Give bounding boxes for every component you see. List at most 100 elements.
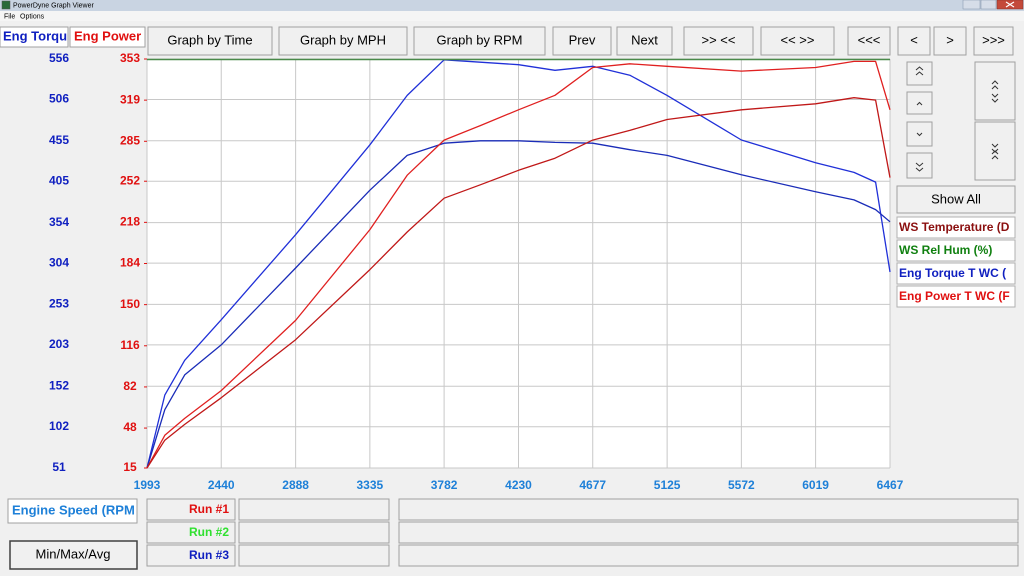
axis-tab[interactable] xyxy=(69,26,146,48)
legend-label: Eng Torque T WC ( xyxy=(899,266,1006,280)
y-tick-label: 304 xyxy=(49,255,69,269)
toolbar-button-label: Next xyxy=(631,32,658,47)
toolbar-button[interactable] xyxy=(973,26,1014,56)
x-tick-label: 5572 xyxy=(728,478,755,492)
scroll-button[interactable] xyxy=(906,152,933,179)
x-tick-label: 6467 xyxy=(877,478,904,492)
y2-tick-label: 48 xyxy=(123,420,137,434)
run-field xyxy=(238,544,390,567)
toolbar-button[interactable] xyxy=(413,26,546,56)
toolbar-button-label: << >> xyxy=(781,32,815,47)
series-lines xyxy=(146,59,891,469)
minimize-button[interactable] xyxy=(962,0,981,10)
legend-item[interactable] xyxy=(896,216,1016,239)
chevron-icon xyxy=(916,101,923,106)
toolbar-button-label: Graph by Time xyxy=(167,32,252,47)
legend-label: WS Temperature (D xyxy=(899,220,1010,234)
y-tick-label: 253 xyxy=(49,297,69,311)
legend-item[interactable] xyxy=(896,285,1016,308)
chevron-icon xyxy=(916,132,923,137)
y2-tick-label: 15 xyxy=(123,460,137,474)
show-all-button[interactable] xyxy=(896,185,1016,214)
y-tick-label: 405 xyxy=(49,173,69,187)
legend-label: WS Rel Hum (%) xyxy=(899,243,992,257)
run-label: Run #1 xyxy=(189,502,229,516)
y-tick-label: 455 xyxy=(49,133,69,147)
toolbar-button[interactable] xyxy=(552,26,612,56)
y2-tick-label: 82 xyxy=(123,379,137,393)
run-box xyxy=(146,544,236,567)
y2-tick-label: 218 xyxy=(120,215,140,229)
x-tick-label: 2440 xyxy=(208,478,235,492)
toolbar-button[interactable] xyxy=(616,26,673,56)
y2-tick-label: 285 xyxy=(120,133,140,147)
run-field xyxy=(238,498,390,521)
axis-tab[interactable] xyxy=(0,26,69,48)
run-field xyxy=(398,544,1019,567)
toolbar-button-label: Graph by MPH xyxy=(300,32,386,47)
x-tick-label: 1993 xyxy=(134,478,161,492)
x-tick-label: 3335 xyxy=(357,478,384,492)
chevron-icon xyxy=(991,80,999,103)
scroll-button[interactable] xyxy=(906,121,933,147)
toolbar-button-label: <<< xyxy=(858,32,881,47)
run-label: Run #2 xyxy=(189,525,229,539)
chevron-icon xyxy=(915,162,924,172)
toolbar-button-label: < xyxy=(910,32,918,47)
series-line xyxy=(146,59,891,469)
run-box xyxy=(146,521,236,544)
y2-tick-label: 116 xyxy=(120,338,140,352)
y2-tick-label: 353 xyxy=(120,51,140,65)
toolbar-button[interactable] xyxy=(278,26,408,56)
toolbar-button[interactable] xyxy=(760,26,835,56)
y-tick-label: 506 xyxy=(49,92,69,106)
legend-item[interactable] xyxy=(896,262,1016,285)
legend-label: Eng Power T WC (F xyxy=(899,289,1010,303)
run-field xyxy=(238,521,390,544)
run-label: Run #3 xyxy=(189,548,229,562)
menu-item[interactable]: Options xyxy=(20,13,45,20)
window-title: PowerDyne Graph Viewer xyxy=(13,2,94,9)
min-max-avg-button[interactable] xyxy=(9,540,138,570)
toolbar-button-label: >> << xyxy=(702,32,736,47)
x-channel-box[interactable] xyxy=(7,498,138,524)
x-channel-label: Engine Speed (RPM xyxy=(12,502,135,517)
scroll-button[interactable] xyxy=(906,61,933,86)
toolbar-button[interactable] xyxy=(683,26,754,56)
close-icon xyxy=(1005,1,1015,8)
y-tick-label: 152 xyxy=(49,378,69,392)
scroll-button[interactable] xyxy=(974,61,1016,121)
y2-tick-label: 252 xyxy=(120,173,140,187)
maximize-button[interactable] xyxy=(980,0,997,10)
toolbar-button[interactable] xyxy=(897,26,931,56)
toolbar-button-label: >>> xyxy=(982,32,1005,47)
legend-item[interactable] xyxy=(896,239,1016,262)
menu-item[interactable]: File xyxy=(4,13,15,20)
x-tick-label: 2888 xyxy=(282,478,309,492)
y-tick-label: 51 xyxy=(52,460,66,474)
y2-tick-label: 150 xyxy=(120,297,140,311)
y-tick-label: 102 xyxy=(49,419,69,433)
title-bar xyxy=(0,0,1024,11)
show-all-label: Show All xyxy=(931,191,981,206)
toolbar-button-label: Graph by RPM xyxy=(437,32,523,47)
x-tick-label: 3782 xyxy=(431,478,458,492)
toolbar-button-label: > xyxy=(946,32,954,47)
y-tick-label: 556 xyxy=(49,51,69,65)
app-icon xyxy=(1,0,11,10)
y2-tick-label: 319 xyxy=(120,92,140,106)
runs: Run #1 Run #2 Run #3 xyxy=(146,498,1019,567)
min-max-avg-label: Min/Max/Avg xyxy=(36,546,111,561)
x-tick-label: 6019 xyxy=(802,478,829,492)
x-tick-label: 4230 xyxy=(505,478,532,492)
toolbar-button-label: Prev xyxy=(569,32,596,47)
toolbar-button[interactable] xyxy=(933,26,967,56)
x-tick-label: 4677 xyxy=(579,478,606,492)
axis-tab-label: Eng Torqu xyxy=(3,28,67,43)
toolbar-button[interactable] xyxy=(847,26,891,56)
y2-tick-label: 184 xyxy=(120,256,140,270)
toolbar-button[interactable] xyxy=(147,26,273,56)
y-tick-label: 354 xyxy=(49,215,69,229)
